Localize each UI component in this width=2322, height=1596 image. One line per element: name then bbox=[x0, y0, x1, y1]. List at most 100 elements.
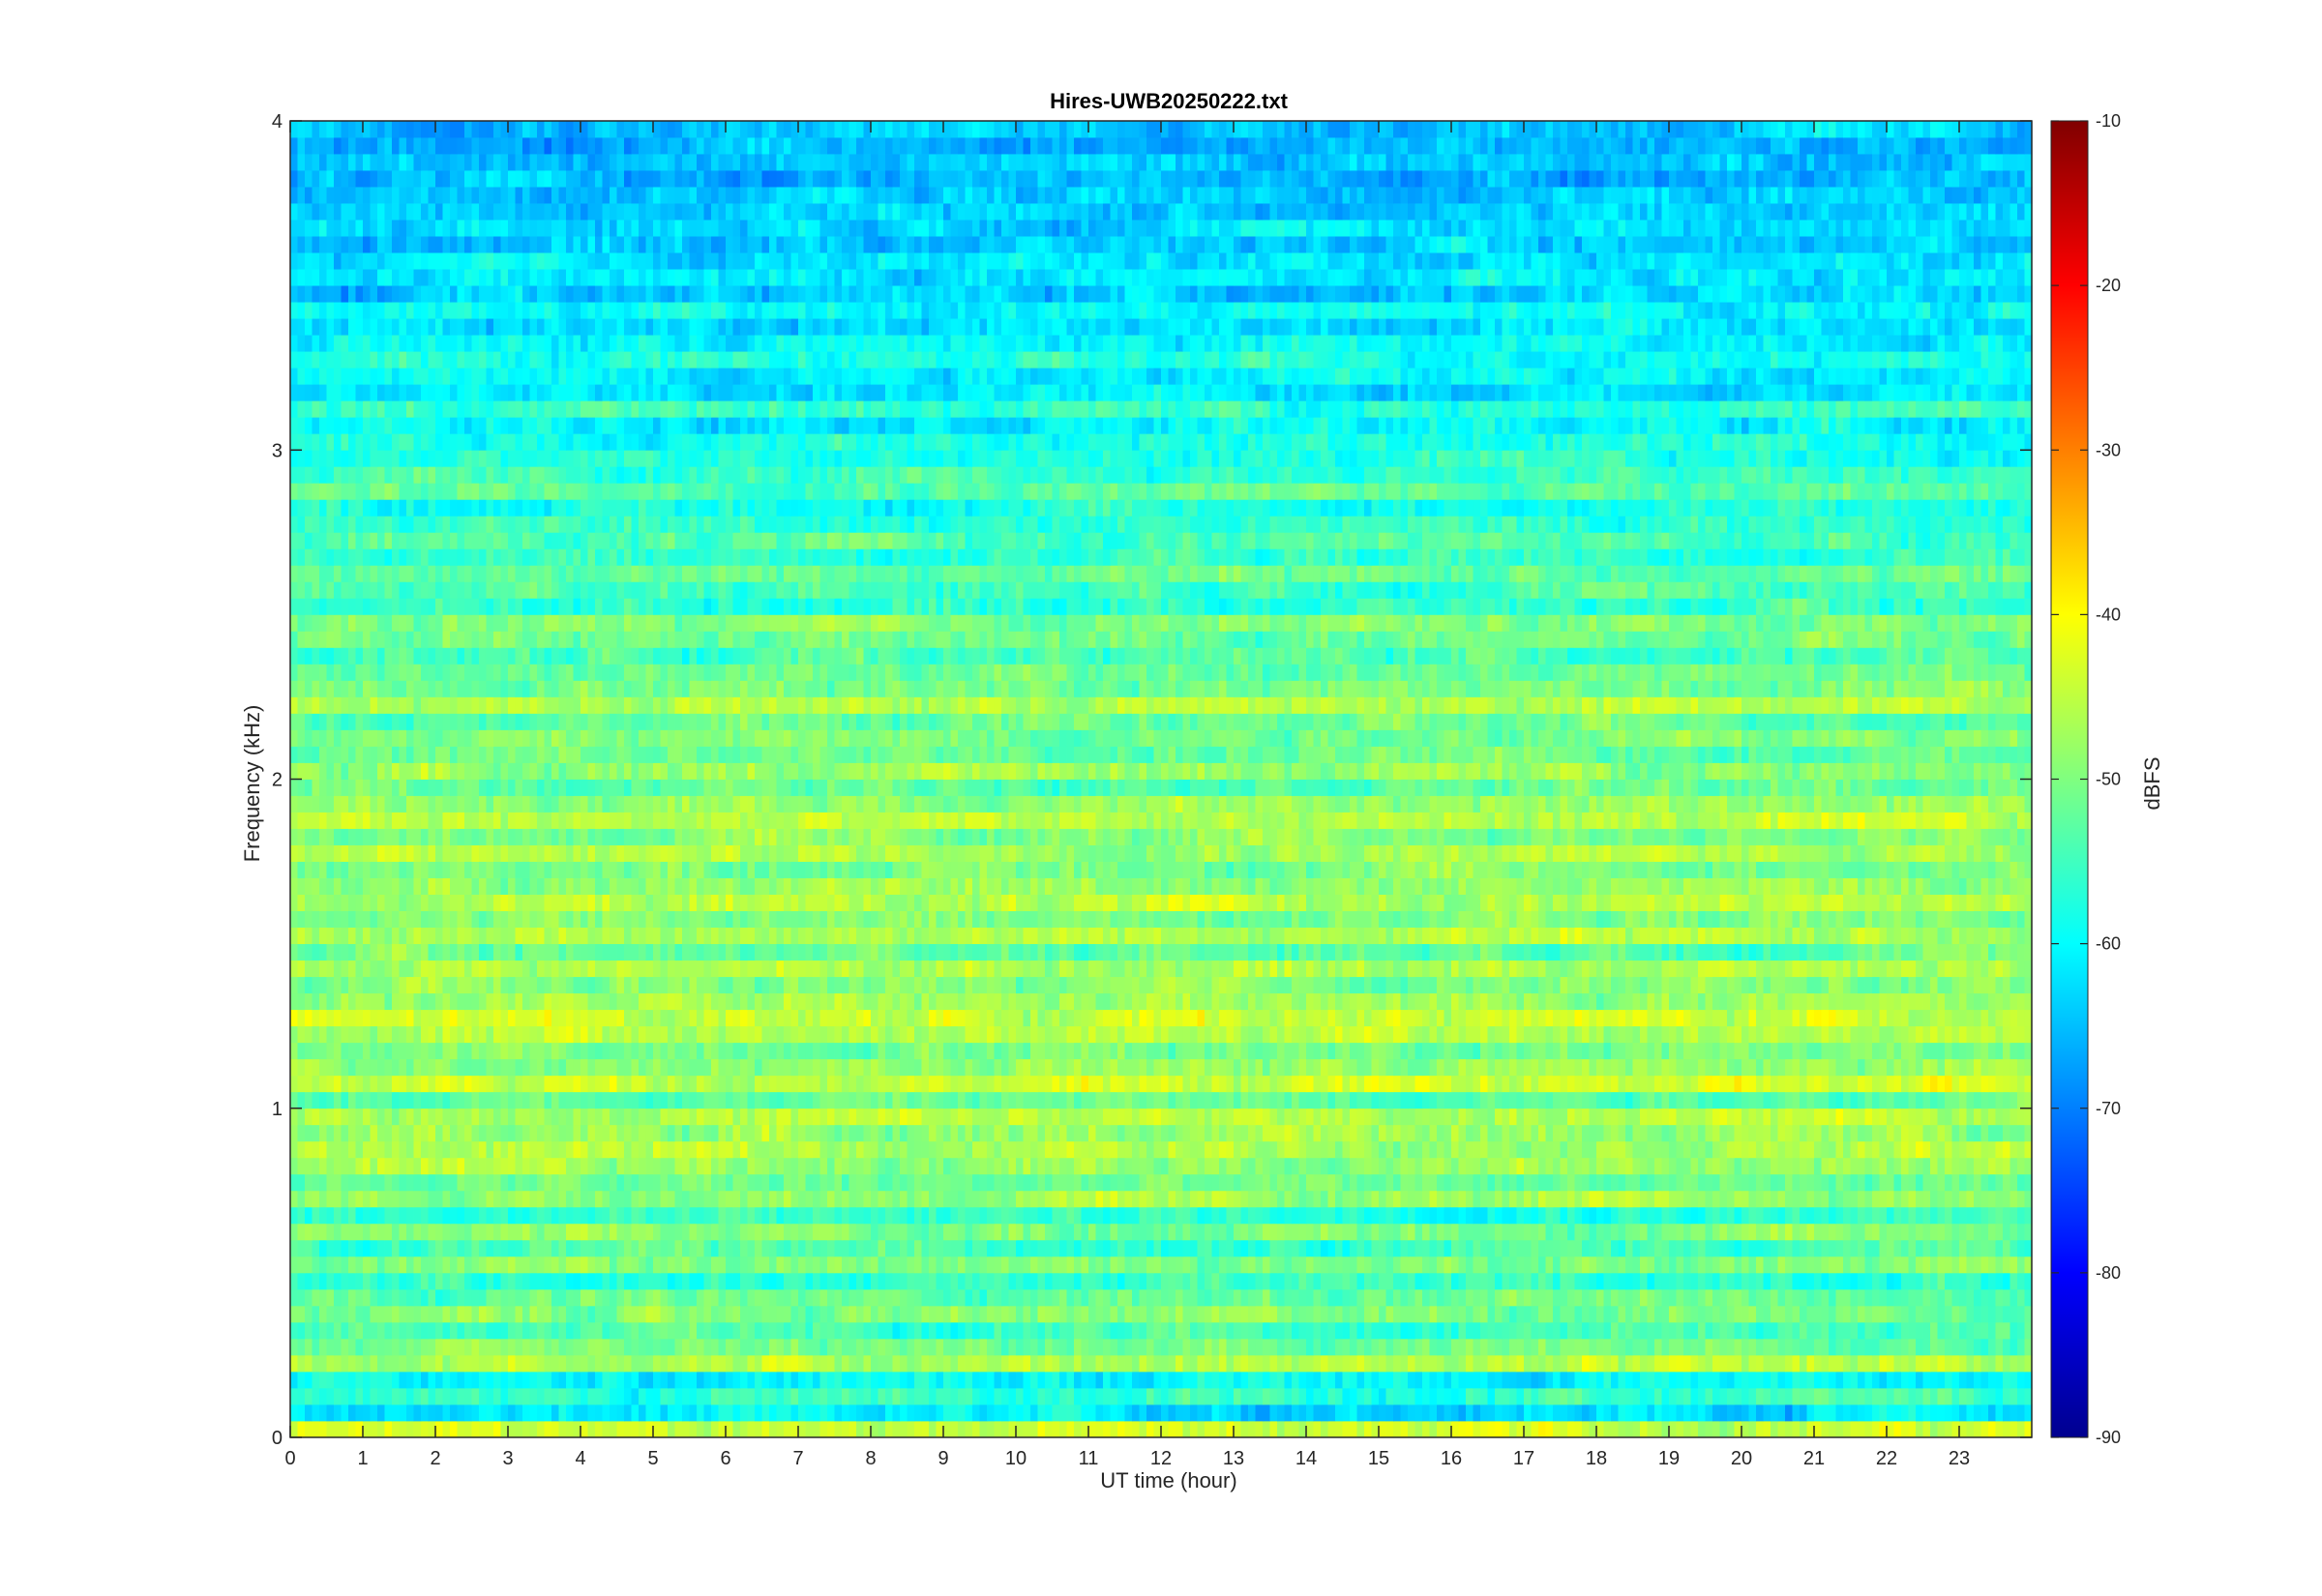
heatmap-cell bbox=[370, 1239, 378, 1257]
heatmap-cell bbox=[1161, 1371, 1170, 1389]
heatmap-cell bbox=[1371, 1272, 1380, 1290]
heatmap-cell bbox=[929, 1173, 938, 1192]
heatmap-cell bbox=[1234, 1239, 1242, 1257]
heatmap-cell bbox=[616, 1108, 625, 1126]
heatmap-cell bbox=[1531, 1124, 1539, 1142]
heatmap-cell bbox=[1589, 1404, 1597, 1422]
heatmap-cell bbox=[1531, 1206, 1539, 1225]
heatmap-cell bbox=[406, 1272, 415, 1290]
heatmap-cell bbox=[1371, 1124, 1380, 1142]
heatmap-cell bbox=[1582, 1305, 1591, 1323]
heatmap-cell bbox=[1872, 1338, 1881, 1356]
heatmap-cell bbox=[377, 1305, 386, 1323]
heatmap-cell bbox=[682, 1272, 691, 1290]
heatmap-cell bbox=[1466, 1288, 1474, 1307]
heatmap-cell bbox=[1205, 1091, 1213, 1109]
heatmap-cell bbox=[1248, 1404, 1257, 1422]
heatmap-cell bbox=[1458, 1239, 1467, 1257]
heatmap-cell bbox=[450, 1256, 459, 1274]
heatmap-cell bbox=[290, 1371, 299, 1389]
heatmap-cell bbox=[1408, 1404, 1416, 1422]
heatmap-cell bbox=[602, 1354, 610, 1373]
heatmap-cell bbox=[1966, 1140, 1975, 1159]
heatmap-cell bbox=[500, 1157, 509, 1175]
heatmap-cell bbox=[1205, 1338, 1213, 1356]
heatmap-cell bbox=[341, 1404, 349, 1422]
heatmap-cell bbox=[1205, 1173, 1213, 1192]
heatmap-cell bbox=[1016, 1140, 1025, 1159]
heatmap-cell bbox=[1829, 1239, 1837, 1257]
heatmap-cell bbox=[377, 1190, 386, 1208]
heatmap-cell bbox=[1176, 1173, 1184, 1192]
heatmap-cell bbox=[2024, 1387, 2033, 1405]
heatmap-cell bbox=[1785, 1108, 1794, 1126]
heatmap-cell bbox=[1030, 1272, 1039, 1290]
heatmap-cell bbox=[1553, 1157, 1562, 1175]
heatmap-cell bbox=[965, 1173, 973, 1192]
heatmap-cell bbox=[1364, 1305, 1373, 1323]
heatmap-cell bbox=[1777, 1124, 1786, 1142]
heatmap-cell bbox=[500, 1256, 509, 1274]
heatmap-cell bbox=[798, 1288, 807, 1307]
heatmap-cell bbox=[616, 1371, 625, 1389]
heatmap-cell bbox=[1712, 1338, 1721, 1356]
heatmap-cell bbox=[1422, 1206, 1431, 1225]
heatmap-cell bbox=[1821, 1354, 1830, 1373]
heatmap-cell bbox=[1756, 1108, 1765, 1126]
heatmap-cell bbox=[602, 1239, 610, 1257]
heatmap-cell bbox=[1277, 1108, 1286, 1126]
heatmap-cell bbox=[428, 1387, 436, 1405]
heatmap-cell bbox=[1176, 1140, 1184, 1159]
heatmap-cell bbox=[1226, 1404, 1235, 1422]
heatmap-cell bbox=[1625, 1387, 1634, 1405]
heatmap-cell bbox=[2017, 1321, 2026, 1340]
heatmap-cell bbox=[711, 1387, 720, 1405]
heatmap-cell bbox=[1008, 1190, 1017, 1208]
heatmap-cell bbox=[856, 1321, 865, 1340]
heatmap-cell bbox=[471, 1321, 480, 1340]
heatmap-cell bbox=[987, 1256, 996, 1274]
heatmap-cell bbox=[595, 1223, 604, 1241]
heatmap-cell bbox=[1422, 1140, 1431, 1159]
heatmap-cell bbox=[435, 1288, 444, 1307]
heatmap-cell bbox=[1371, 1338, 1380, 1356]
heatmap-cell bbox=[312, 1091, 320, 1109]
heatmap-cell bbox=[972, 1108, 981, 1126]
heatmap-cell bbox=[624, 1140, 633, 1159]
heatmap-cell bbox=[1190, 1420, 1199, 1438]
heatmap-cell bbox=[1937, 1321, 1946, 1340]
heatmap-cell bbox=[610, 1354, 618, 1373]
heatmap-cell bbox=[1516, 1338, 1525, 1356]
heatmap-cell bbox=[428, 1108, 436, 1126]
heatmap-cell bbox=[384, 1173, 393, 1192]
heatmap-cell bbox=[1785, 1420, 1794, 1438]
heatmap-cell bbox=[1385, 1272, 1394, 1290]
heatmap-cell bbox=[1516, 1108, 1525, 1126]
heatmap-cell bbox=[1538, 1338, 1547, 1356]
heatmap-cell bbox=[1603, 1338, 1612, 1356]
heatmap-cell bbox=[1937, 1223, 1946, 1241]
heatmap-cell bbox=[1197, 1124, 1206, 1142]
heatmap-cell bbox=[399, 1387, 407, 1405]
heatmap-cell bbox=[1712, 1157, 1721, 1175]
heatmap-cell bbox=[1356, 1288, 1365, 1307]
heatmap-cell bbox=[827, 1223, 836, 1241]
heatmap-cell bbox=[297, 1338, 306, 1356]
heatmap-cell bbox=[1487, 1321, 1496, 1340]
heatmap-cell bbox=[1647, 1190, 1655, 1208]
heatmap-cell bbox=[1545, 1091, 1554, 1109]
heatmap-cell bbox=[1676, 1091, 1684, 1109]
heatmap-cell bbox=[1190, 1305, 1199, 1323]
heatmap-cell bbox=[508, 1338, 517, 1356]
heatmap-cell bbox=[776, 1190, 785, 1208]
heatmap-cell bbox=[1980, 1272, 1989, 1290]
heatmap-cell bbox=[1190, 1354, 1199, 1373]
heatmap-cell bbox=[711, 1190, 720, 1208]
heatmap-cell bbox=[1930, 1206, 1939, 1225]
heatmap-cell bbox=[1683, 1321, 1692, 1340]
heatmap-cell bbox=[500, 1140, 509, 1159]
heatmap-cell bbox=[711, 1124, 720, 1142]
heatmap-cell bbox=[341, 1173, 349, 1192]
heatmap-cell bbox=[1226, 1173, 1235, 1192]
heatmap-cell bbox=[1095, 1157, 1104, 1175]
